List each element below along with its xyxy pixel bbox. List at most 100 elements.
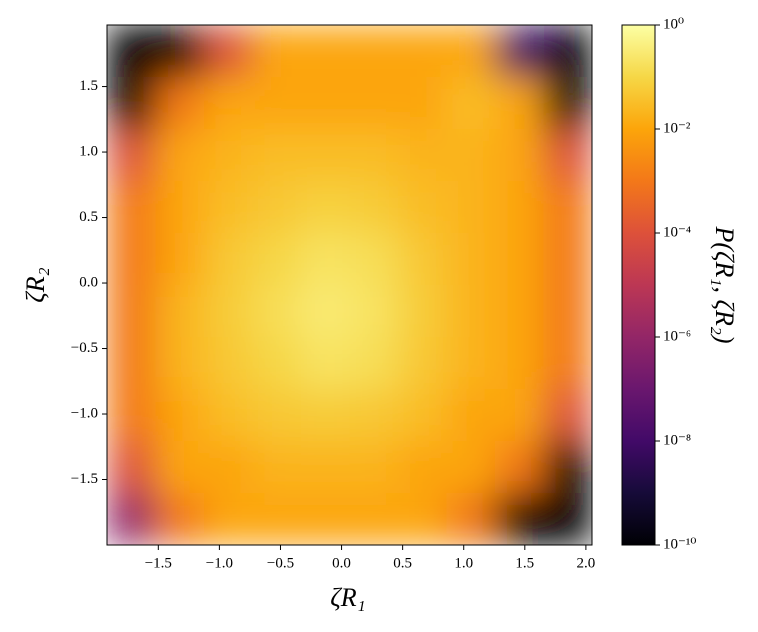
heatmap-cell <box>349 129 399 182</box>
heatmap-cell <box>155 389 205 442</box>
heatmap-cell <box>543 77 592 130</box>
heatmap-cell <box>107 129 156 182</box>
heatmap-cell <box>252 181 302 234</box>
heatmap-cell <box>204 25 253 78</box>
heatmap-cell <box>155 337 205 390</box>
heatmap-cell <box>349 25 399 78</box>
heatmap-cell <box>204 129 253 182</box>
heatmap-cell <box>349 337 399 390</box>
heatmap-cell <box>349 181 399 234</box>
heatmap-cell <box>446 25 496 78</box>
heatmap-cell <box>446 129 496 182</box>
heatmap-cell <box>446 181 496 234</box>
heatmap-cell <box>495 493 544 545</box>
heatmap-cell <box>107 285 156 338</box>
heatmap-cell <box>107 181 156 234</box>
x-tick-label: 0.0 <box>332 555 351 571</box>
y-tick-label: −1.5 <box>71 471 98 487</box>
colorbar-tick-label: 10⁻⁴ <box>663 224 691 240</box>
heatmap-cell <box>446 441 496 494</box>
heatmap-cell <box>155 441 205 494</box>
colorbar-label: P(ζR₁, ζR₂) <box>710 225 739 343</box>
heatmap-cell <box>495 25 544 78</box>
heatmap-cell <box>495 181 544 234</box>
heatmap-cell <box>398 285 447 338</box>
x-axis-label: ζR₁ <box>330 583 365 612</box>
y-tick-label: −1.0 <box>71 405 98 421</box>
heatmap-cell <box>252 493 302 545</box>
heatmap-cell <box>398 129 447 182</box>
heatmap-cell <box>495 337 544 390</box>
heatmap-cell <box>155 493 205 545</box>
y-tick-label: 0.5 <box>79 209 98 225</box>
x-tick-label: −0.5 <box>267 555 294 571</box>
heatmap-cell <box>301 233 350 286</box>
heatmap-cell <box>349 233 399 286</box>
y-axis-label: ζR₂ <box>21 267 50 302</box>
heatmap-cell <box>301 285 350 338</box>
heatmap-cell <box>543 337 592 390</box>
heatmap-cell <box>301 25 350 78</box>
heatmap-cell <box>155 77 205 130</box>
heatmap-cell <box>107 389 156 442</box>
heatmap-cell <box>204 389 253 442</box>
heatmap-cell <box>495 129 544 182</box>
heatmap-cell <box>543 285 592 338</box>
heatmap-cell <box>301 389 350 442</box>
heatmap-cell <box>301 77 350 130</box>
heatmap-cell <box>446 337 496 390</box>
heatmap-cell <box>446 77 496 130</box>
heatmap-cell <box>495 233 544 286</box>
heatmap-cell <box>301 337 350 390</box>
heatmap-cell <box>495 389 544 442</box>
colorbar-tick-label: 10⁻⁸ <box>663 432 691 448</box>
heatmap-cell <box>349 77 399 130</box>
y-tick-label: 0.0 <box>79 274 98 290</box>
heatmap-cell <box>543 493 592 545</box>
colorbar-tick-label: 10⁻² <box>663 120 691 136</box>
x-tick-label: −1.0 <box>206 555 233 571</box>
x-tick-label: 1.0 <box>454 555 473 571</box>
heatmap-cell <box>543 25 592 78</box>
plot-frame <box>106 24 593 546</box>
heatmap-cell <box>204 337 253 390</box>
heatmap-cell <box>204 233 253 286</box>
heatmap-cell <box>204 441 253 494</box>
heatmap-cell <box>398 337 447 390</box>
heatmap-cell <box>398 181 447 234</box>
heatmap-cell <box>204 77 253 130</box>
x-tick-label: 1.5 <box>515 555 534 571</box>
colorbar-tick-label: 10⁰ <box>663 16 684 32</box>
heatmap-cell <box>252 25 302 78</box>
heatmap-cell <box>301 493 350 545</box>
heatmap-cell <box>398 77 447 130</box>
heatmap-cell <box>252 337 302 390</box>
heatmap-cell <box>543 181 592 234</box>
heatmap-cell <box>446 389 496 442</box>
heatmap-cell <box>107 25 156 78</box>
colorbar-tick-label: 10⁻¹⁰ <box>663 536 696 552</box>
heatmap-cell <box>446 493 496 545</box>
colorbar <box>621 24 656 546</box>
heatmap-cell <box>495 285 544 338</box>
heatmap-cell <box>107 337 156 390</box>
heatmap-cell <box>204 285 253 338</box>
heatmap-cell <box>252 233 302 286</box>
heatmap-cell <box>349 493 399 545</box>
x-tick-label: 0.5 <box>393 555 412 571</box>
heatmap-cell <box>155 285 205 338</box>
heatmap-cell <box>543 441 592 494</box>
heatmap-cell <box>543 389 592 442</box>
heatmap-cell <box>155 233 205 286</box>
heatmap-cell <box>252 285 302 338</box>
heatmap-cell <box>398 441 447 494</box>
heatmap-area <box>107 25 592 545</box>
heatmap-cell <box>107 493 156 545</box>
x-tick-label: 2.0 <box>577 555 596 571</box>
heatmap <box>107 25 592 545</box>
heatmap-cell <box>252 389 302 442</box>
y-tick-label: −0.5 <box>71 340 98 356</box>
heatmap-cell <box>543 129 592 182</box>
heatmap-cell <box>495 77 544 130</box>
